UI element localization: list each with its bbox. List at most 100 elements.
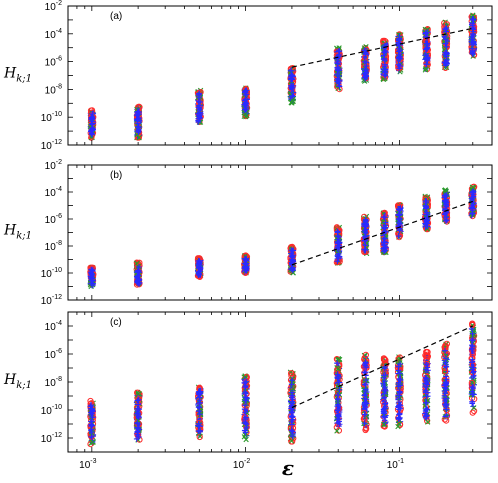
data-point [242,107,248,113]
data-point [134,113,140,119]
scatter-points [87,320,478,448]
data-point [443,44,450,50]
data-point [422,389,429,396]
data-point [242,99,249,106]
data-point [362,246,368,252]
data-point [242,407,250,414]
panel-b: 10-12 10-10 10-8 10-6 10-4 10-2 (b) Hk;1 [3,159,493,307]
data-point [363,377,369,383]
data-point [442,347,448,354]
data-point [288,438,295,444]
y-tick-label: 10-4 [45,186,62,199]
data-point [243,436,249,443]
data-point [469,409,476,416]
data-point [363,73,369,80]
panel-label: (b) [110,170,122,181]
data-point [380,52,387,59]
data-point [362,382,369,388]
data-point [442,54,449,60]
data-point [380,355,387,362]
data-point [469,16,476,22]
data-point [242,389,249,396]
data-point [136,414,142,420]
data-point [87,441,94,448]
data-point [422,400,429,406]
plot-frame [67,164,493,301]
data-point [381,43,387,49]
data-point [243,91,250,98]
data-point [88,421,94,428]
data-point [336,48,343,54]
data-point [425,419,431,425]
data-point [397,415,403,421]
data-point [243,378,250,385]
data-point [362,51,369,58]
data-point [136,124,142,131]
data-point [362,71,368,77]
y-axis-label: Hk;1 [3,66,32,85]
data-point [89,439,95,445]
data-point [334,78,341,85]
data-point [335,58,341,64]
data-point [196,389,203,395]
data-point [197,99,203,105]
data-point [424,353,431,360]
data-point [423,349,430,356]
data-point [334,360,340,366]
data-point [423,204,430,210]
data-point [382,214,388,220]
data-point [424,212,431,218]
data-point [88,429,95,435]
panel-a: 10-12 10-10 10-8 10-6 10-4 10-2 (a) Hk;1 [3,0,493,152]
data-point [423,198,430,204]
y-tick-label: 10-4 [45,320,62,333]
data-point [397,370,403,377]
data-point [362,247,369,253]
data-point [442,398,448,404]
data-point [361,392,368,399]
data-point [443,201,449,208]
data-point [362,66,369,72]
data-point [424,46,430,52]
data-point [380,381,387,387]
data-point [135,117,141,124]
data-point [336,245,343,252]
data-point [381,225,388,232]
data-point [242,409,249,416]
data-point [89,414,96,421]
data-point [289,93,296,99]
y-tick-label: 10-2 [45,0,62,13]
data-point [381,421,387,428]
data-point [289,257,296,264]
data-point [136,264,142,270]
data-point [88,271,95,278]
data-point [361,47,368,54]
data-point [88,115,95,122]
y-tick-label: 10-12 [41,432,62,445]
data-point [289,264,296,271]
data-point [333,424,340,431]
data-point [88,402,94,408]
data-point [242,87,249,94]
x-tick-label: 10-3 [79,458,96,471]
data-point [380,372,387,379]
data-point [136,434,142,440]
y-tick-label: 10-12 [41,139,62,152]
data-point [423,384,430,390]
data-point [469,210,475,217]
data-point [362,236,369,243]
data-point [382,222,389,229]
data-point [443,395,449,402]
data-point [242,397,249,404]
data-point [362,242,369,249]
data-point [423,66,429,72]
data-point [89,268,96,274]
data-point [363,360,369,366]
y-tick-label: 10-12 [41,294,62,307]
data-point [396,377,403,383]
data-point [443,363,449,370]
data-point [243,255,250,262]
data-point [396,35,403,42]
data-point [381,410,387,417]
data-point [361,400,368,407]
